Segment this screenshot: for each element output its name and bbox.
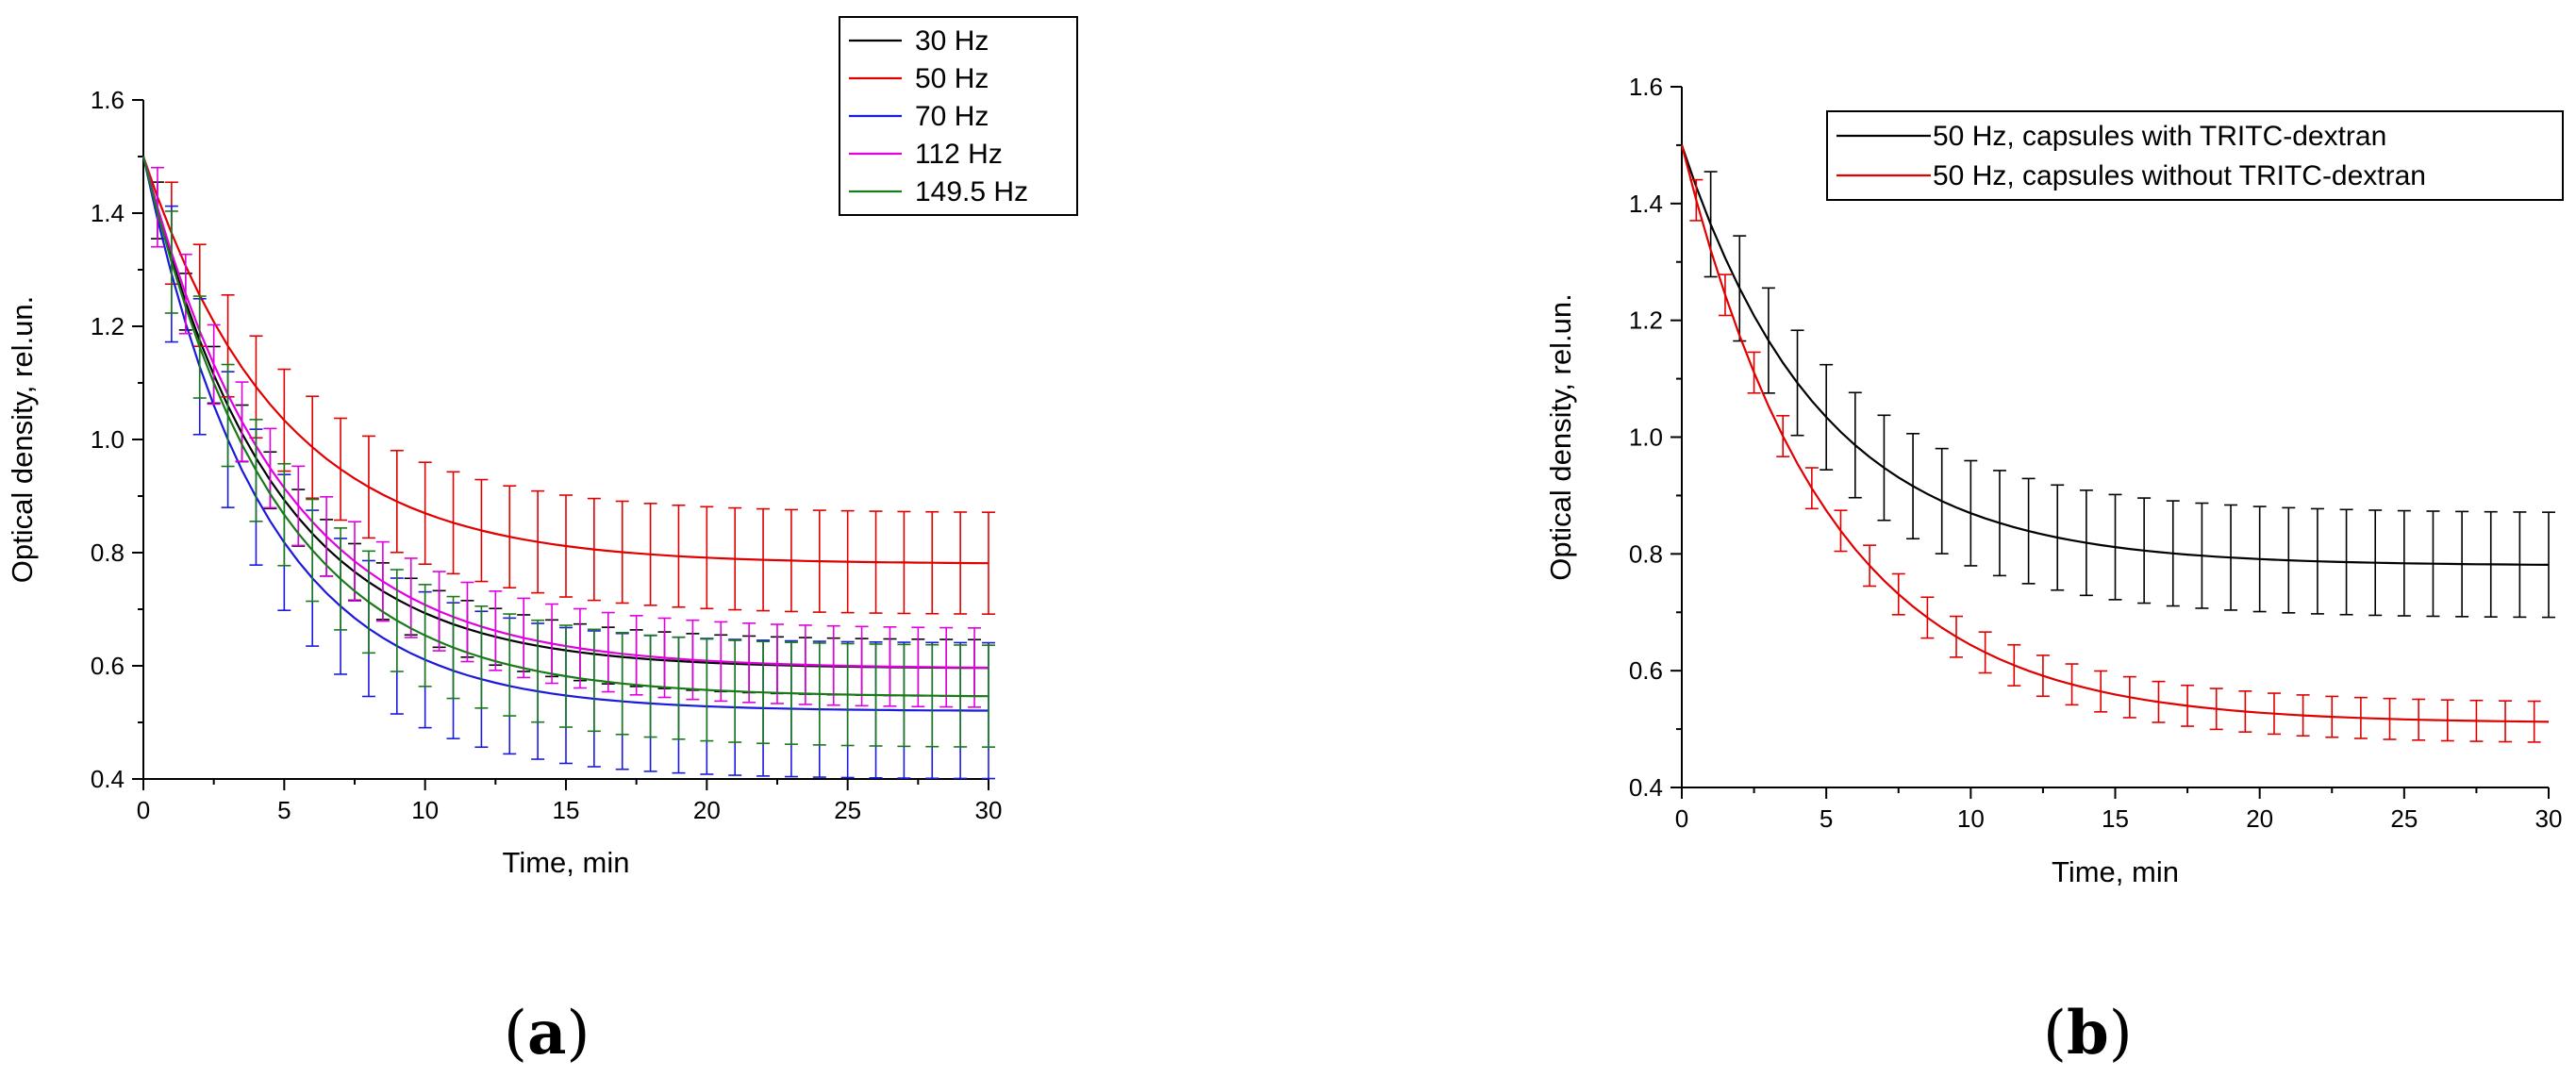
series-30-hz [141, 156, 989, 698]
x-tick-label: 30 [2535, 804, 2563, 833]
y-tick-label: 0.8 [1629, 539, 1663, 568]
chart-panel-b: 0 5 10 15 20 25 30 0.4 0.6 0.8 1.0 1.2 1.4 1.6 Time, m… [1544, 73, 2564, 888]
series-149-5-hz [141, 156, 995, 748]
y-tick-label: 0.4 [1629, 773, 1663, 802]
x-tick-label: 10 [411, 796, 439, 824]
panel-label-a: (a) [504, 998, 590, 1069]
series-50-hz-capsules-with-tritc-dextran [1680, 144, 2555, 619]
x-tick-label: 0 [137, 796, 150, 824]
x-axis-title: Time, min [2052, 855, 2179, 888]
legend: 30 Hz 50 Hz 70 Hz 112 Hz 149.5 Hz [839, 16, 1078, 216]
x-tick-label: 15 [553, 796, 580, 824]
legend-label: 112 Hz [915, 139, 1003, 170]
y-tick-label: 0.6 [91, 652, 125, 680]
legend-label: 50 Hz, capsules with TRITC-dextran [1933, 121, 2386, 152]
legend-label: 149.5 Hz [915, 176, 1028, 207]
y-axis-title: Optical density, rel.un. [1544, 293, 1577, 580]
legend-box [1826, 110, 2564, 201]
x-tick-label: 15 [2102, 804, 2129, 833]
series-50-hz-capsules-without-tritc-dextran [1680, 144, 2550, 743]
series-50-hz [141, 156, 995, 615]
y-tick-label: 1.4 [1629, 190, 1663, 218]
y-tick-label: 1.6 [1629, 73, 1663, 101]
y-tick-label: 0.6 [1629, 656, 1663, 685]
legend-label: 50 Hz [915, 63, 989, 94]
legend-label: 50 Hz, capsules without TRITC-dextran [1933, 160, 2426, 191]
y-tick-label: 1.2 [91, 312, 125, 340]
x-tick-label: 0 [1675, 804, 1688, 833]
x-tick-label: 25 [2390, 804, 2418, 833]
x-axis-title: Time, min [503, 846, 630, 879]
y-axis-title: Optical density, rel.un. [6, 296, 39, 583]
x-tick-label: 20 [2246, 804, 2273, 833]
y-tick-label: 0.4 [91, 765, 125, 793]
series-line [1680, 144, 2550, 567]
legend: 50 Hz, capsules with TRITC-dextran 50 Hz,… [1826, 110, 2564, 201]
series-70-hz [141, 156, 995, 780]
series-line [1680, 144, 2550, 723]
series-line [141, 156, 989, 698]
x-tick-label: 30 [975, 796, 1003, 824]
y-tick-label: 1.0 [1629, 423, 1663, 452]
y-tick-label: 1.2 [1629, 307, 1663, 335]
y-tick-label: 1.4 [91, 199, 125, 227]
series-line [141, 156, 989, 565]
y-tick-label: 1.0 [91, 425, 125, 454]
x-tick-label: 5 [277, 796, 291, 824]
chart-panel-a: 0 5 10 15 20 25 30 0.4 0.6 0.8 1.0 1.2 1.4 1.6 Time, m… [6, 16, 1078, 879]
x-tick-label: 25 [834, 796, 861, 824]
legend-label: 30 Hz [915, 25, 989, 57]
x-tick-label: 5 [1820, 804, 1833, 833]
x-tick-label: 20 [693, 796, 721, 824]
panel-label-b: (b) [2043, 998, 2133, 1069]
y-tick-label: 0.8 [91, 538, 125, 567]
x-tick-label: 10 [1957, 804, 1985, 833]
legend-label: 70 Hz [915, 101, 989, 132]
y-tick-label: 1.6 [91, 86, 125, 114]
